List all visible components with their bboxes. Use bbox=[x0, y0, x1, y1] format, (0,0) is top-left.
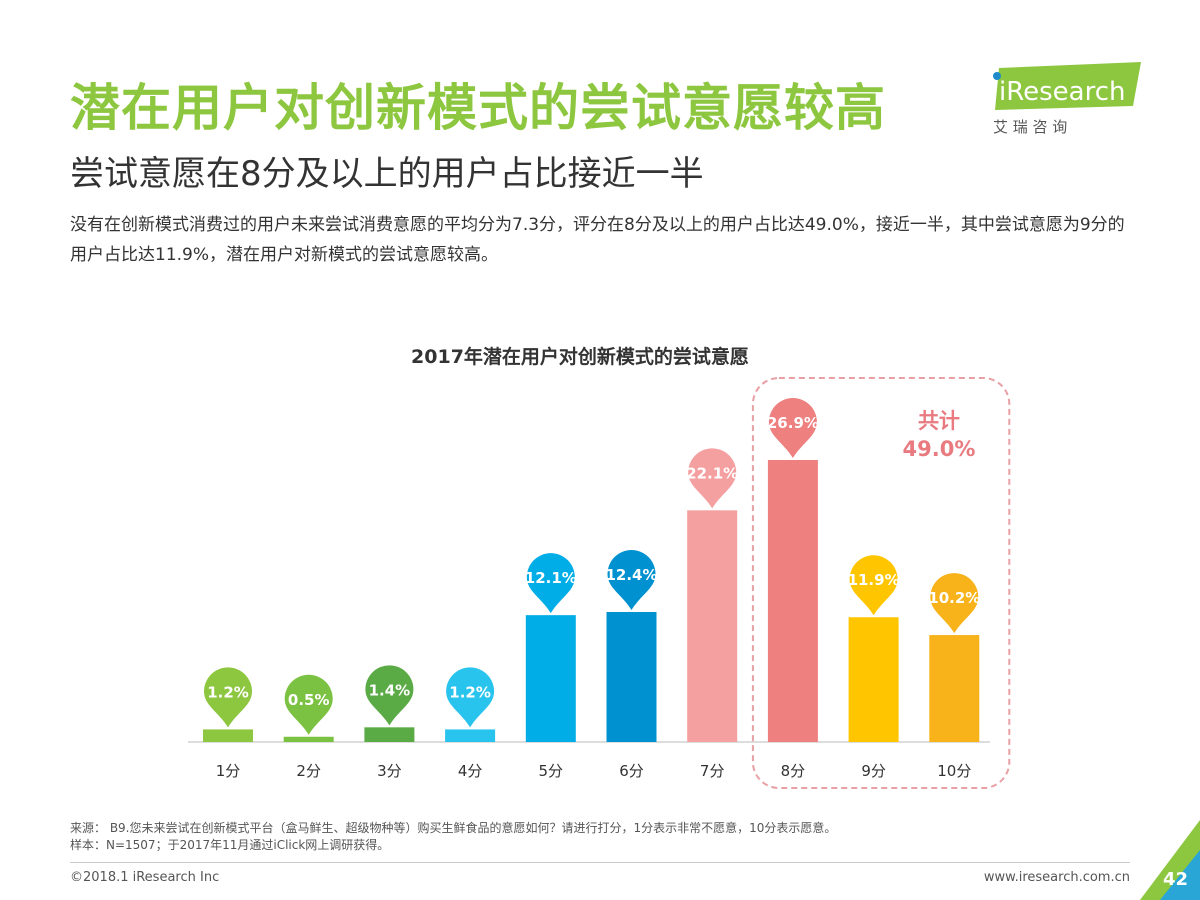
value-marker-8 bbox=[768, 398, 817, 458]
x-tick-label-5: 5分 bbox=[539, 762, 564, 780]
value-marker-2 bbox=[284, 674, 333, 735]
total-label: 共计 bbox=[918, 409, 960, 433]
source-text: 来源： B9.您未来尝试在创新模式平台（盒马鲜生、超级物种等）购买生鲜食品的意愿… bbox=[70, 821, 837, 835]
page-subtitle: 尝试意愿在8分及以上的用户占比接近一半 bbox=[70, 154, 704, 194]
bar-8 bbox=[767, 460, 818, 742]
data-label-1: 1.2% bbox=[207, 683, 249, 701]
x-tick-label-9: 9分 bbox=[861, 762, 886, 780]
data-label-10: 10.2% bbox=[928, 589, 980, 607]
x-tick-label-2: 2分 bbox=[296, 762, 321, 780]
value-marker-1 bbox=[204, 667, 252, 728]
bar-2 bbox=[283, 736, 334, 742]
page-description: 没有在创新模式消费过的用户未来尝试消费意愿的平均分为7.3分，评分在8分及以上的… bbox=[70, 215, 1125, 265]
highlight-box bbox=[751, 377, 1011, 789]
iresearch-logo: iResearch 艾 瑞 咨 询 bbox=[993, 62, 1141, 136]
data-label-4: 1.2% bbox=[449, 683, 491, 701]
data-label-9: 11.9% bbox=[848, 571, 900, 589]
bar-3 bbox=[364, 727, 415, 742]
x-tick-label-3: 3分 bbox=[377, 762, 402, 780]
bar-4 bbox=[445, 729, 496, 742]
page-title: 潜在用户对创新模式的尝试意愿较高 bbox=[70, 79, 886, 137]
bar-1 bbox=[203, 729, 253, 742]
logo-tagline: 艾 瑞 咨 询 bbox=[993, 118, 1067, 136]
data-label-5: 12.1% bbox=[525, 569, 577, 587]
data-label-2: 0.5% bbox=[288, 691, 330, 709]
value-marker-4 bbox=[446, 667, 495, 728]
x-tick-label-6: 6分 bbox=[619, 762, 644, 780]
source-note: 来源： B9.您未来尝试在创新模式平台（盒马鲜生、超级物种等）购买生鲜食品的意愿… bbox=[70, 820, 836, 854]
x-tick-label-4: 4分 bbox=[458, 762, 483, 780]
page-number: 42 bbox=[1162, 869, 1188, 890]
copyright: ©2018.1 iResearch Inc bbox=[70, 870, 220, 885]
bar-9 bbox=[848, 617, 899, 742]
value-marker-9 bbox=[849, 555, 898, 616]
data-label-7: 22.1% bbox=[686, 464, 738, 482]
footer-divider bbox=[70, 862, 1130, 863]
data-label-6: 12.4% bbox=[605, 566, 657, 584]
x-tick-label-1: 1分 bbox=[216, 762, 241, 780]
x-tick-label-8: 8分 bbox=[781, 762, 806, 780]
total-value: 49.0% bbox=[903, 437, 976, 461]
value-marker-6 bbox=[607, 550, 656, 611]
logo-brand: iResearch bbox=[999, 77, 1125, 107]
bar-7 bbox=[687, 510, 738, 742]
chart-title: 2017年潜在用户对创新模式的尝试意愿 bbox=[411, 346, 749, 368]
website-link[interactable]: www.iresearch.com.cn bbox=[983, 870, 1130, 885]
value-marker-10 bbox=[930, 573, 979, 634]
x-tick-label-10: 10分 bbox=[937, 762, 971, 780]
bar-10 bbox=[929, 635, 980, 742]
sample-text: 样本：N=1507；于2017年11月通过iClick网上调研获得。 bbox=[70, 838, 390, 852]
data-label-8: 26.9% bbox=[767, 414, 819, 432]
bar-chart: 1.2% 1分 0.5% 2分 1.4% 3分 1.2% 4分 12.1% 5分 12.4% 6分 22… bbox=[188, 377, 1011, 789]
bar-5 bbox=[525, 615, 576, 742]
corner-decoration bbox=[1140, 820, 1200, 900]
value-marker-5 bbox=[526, 553, 575, 614]
value-marker-3 bbox=[365, 665, 414, 726]
value-marker-7 bbox=[688, 448, 737, 509]
data-label-3: 1.4% bbox=[369, 681, 411, 699]
x-tick-label-7: 7分 bbox=[700, 762, 725, 780]
bar-6 bbox=[606, 612, 657, 742]
